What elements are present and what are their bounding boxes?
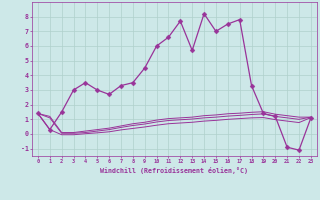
X-axis label: Windchill (Refroidissement éolien,°C): Windchill (Refroidissement éolien,°C) [100,167,248,174]
